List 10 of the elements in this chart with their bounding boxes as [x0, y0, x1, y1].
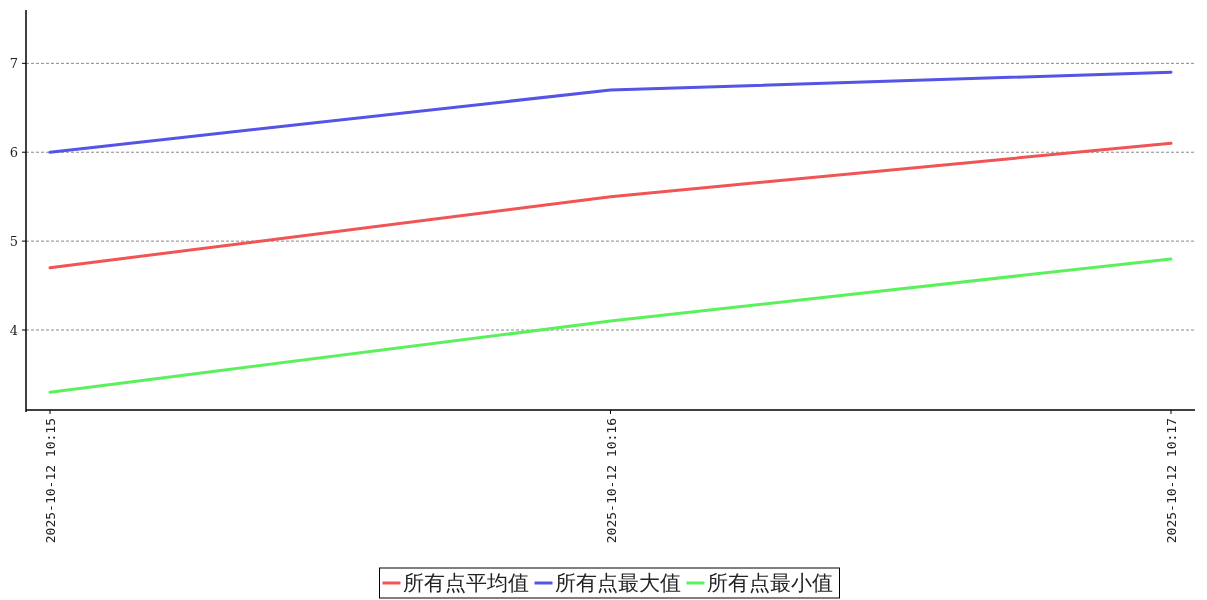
x-tick-label: 2025-10-12 10:15: [43, 418, 58, 544]
x-tick-label: 2025-10-12 10:16: [603, 418, 619, 544]
y-tick-label: 5: [9, 234, 18, 250]
x-tick-label: 2025-10-12 10:17: [1164, 418, 1179, 544]
legend-label: 所有点平均值: [402, 571, 529, 595]
legend-label: 所有点最大值: [554, 571, 681, 595]
legend-label: 所有点最小值: [706, 571, 833, 595]
y-tick-label: 4: [9, 323, 18, 338]
y-tick-label: 6: [9, 145, 18, 161]
y-tick-label: 7: [9, 56, 18, 72]
